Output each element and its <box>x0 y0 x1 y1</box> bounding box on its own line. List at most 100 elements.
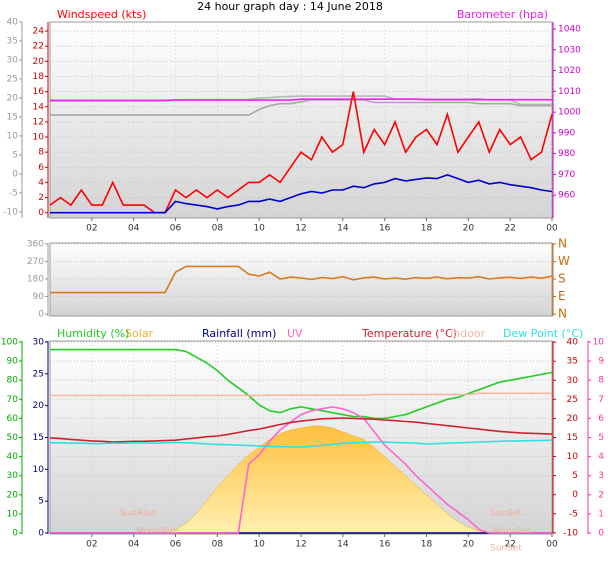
y-tick-label: 14 <box>33 102 45 112</box>
y-tick-label: 970 <box>558 170 575 180</box>
y-tick-label: 30 <box>33 337 45 347</box>
y-tick-label: S <box>558 272 566 286</box>
x-tick-label: 18 <box>421 540 433 550</box>
y-tick-label: 10 <box>7 509 19 519</box>
x-tick-label: 02 <box>86 540 97 550</box>
y-tick-label: 1000 <box>558 108 581 118</box>
y-tick-label: 30 <box>567 376 579 386</box>
y-tick-label: W <box>558 254 570 268</box>
line <box>50 99 552 116</box>
x-tick-label: 06 <box>170 540 182 550</box>
legend-label: Solar <box>125 327 154 340</box>
y-tick-label: 10 <box>33 465 45 475</box>
y-tick-label: -5 <box>569 509 578 519</box>
y-tick-label: 0 <box>572 490 578 500</box>
y-tick-label: 40 <box>7 452 19 462</box>
line <box>50 98 552 102</box>
y-tick-label: 20 <box>33 57 45 67</box>
y-tick-label: 1 <box>598 509 604 519</box>
y-tick-label: 10 <box>33 133 45 143</box>
y-tick-label: 12 <box>33 117 44 127</box>
y-tick-label: -10 <box>3 207 18 217</box>
y-tick-label: -5 <box>9 188 18 198</box>
y-tick-label: 15 <box>7 112 18 122</box>
y-tick-label: 15 <box>567 433 578 443</box>
legend-label: Humidity (%) <box>57 327 129 340</box>
y-tick-label: 9 <box>598 357 604 367</box>
y-tick-label: N <box>558 307 567 321</box>
y-tick-label: 0 <box>12 529 18 539</box>
y-tick-label: 20 <box>7 93 19 103</box>
x-tick-label: 04 <box>128 224 140 234</box>
y-tick-label: 22 <box>33 42 44 52</box>
y-tick-label: 50 <box>7 433 19 443</box>
y-tick-label: 35 <box>567 357 578 367</box>
x-tick-label: 08 <box>212 224 224 234</box>
y-tick-label: 8 <box>38 148 44 158</box>
y-tick-label: 7 <box>598 395 604 405</box>
y-tick-label: 6 <box>38 163 44 173</box>
y-tick-label: 270 <box>27 257 44 267</box>
y-tick-label: 4 <box>38 178 44 188</box>
y-tick-label: 5 <box>598 433 604 443</box>
line <box>50 265 553 294</box>
plot-area <box>49 21 553 219</box>
legend-label: Dew Point (°C) <box>503 327 583 340</box>
y-tick-label: 5 <box>572 471 578 481</box>
x-tick-label: 20 <box>463 224 475 234</box>
y-tick-label: 3 <box>598 471 604 481</box>
y-tick-label: 1030 <box>558 45 581 55</box>
x-tick-label: 10 <box>253 540 265 550</box>
y-tick-label: 15 <box>33 433 44 443</box>
line <box>50 392 552 397</box>
annotation: SunSet <box>490 544 522 554</box>
y-tick-label: -10 <box>563 528 578 538</box>
y-tick-label: 25 <box>33 369 44 379</box>
x-tick-label: 18 <box>421 224 433 234</box>
y-tick-label: 5 <box>38 497 44 507</box>
x-tick-label: 12 <box>295 540 306 550</box>
y-tick-label: 1020 <box>558 66 581 76</box>
annotation: SunRise <box>120 509 157 519</box>
y-tick-label: 40 <box>7 18 19 28</box>
y-tick-label: 1040 <box>558 25 581 35</box>
y-tick-label: 16 <box>33 87 45 97</box>
y-tick-label: 360 <box>27 239 44 249</box>
y-tick-label: 10 <box>7 131 19 141</box>
y-tick-label: 2 <box>38 193 44 203</box>
y-tick-label: 10 <box>593 337 605 347</box>
y-tick-label: 990 <box>558 128 575 138</box>
x-tick-label: 12 <box>295 224 306 234</box>
x-tick-label: 10 <box>253 224 265 234</box>
x-tick-label: 16 <box>379 540 391 550</box>
legend-label: Temperature (°C) <box>361 327 457 340</box>
y-tick-label: 980 <box>558 149 575 159</box>
y-tick-label: N <box>558 236 567 250</box>
line <box>50 348 553 420</box>
legend-label: UV <box>287 327 303 340</box>
y-tick-label: 25 <box>567 395 578 405</box>
y-tick-label: 0 <box>38 208 44 218</box>
y-tick-label: 180 <box>27 275 44 285</box>
x-tick-label: 14 <box>337 224 349 234</box>
y-tick-label: 8 <box>598 376 604 386</box>
y-tick-label: 80 <box>7 376 19 386</box>
y-tick-label: 5 <box>12 150 18 160</box>
y-tick-label: 20 <box>567 414 579 424</box>
x-tick-label: 22 <box>504 224 515 234</box>
x-tick-label: 22 <box>504 540 515 550</box>
x-tick-label: 00 <box>546 224 558 234</box>
y-tick-label: 25 <box>7 74 18 84</box>
y-tick-label: 40 <box>567 338 579 348</box>
x-tick-label: 20 <box>463 540 475 550</box>
x-tick-label: 08 <box>212 540 224 550</box>
y-tick-label: 60 <box>7 414 19 424</box>
y-tick-label: 18 <box>33 72 45 82</box>
chart-title: 24 hour graph day : 14 June 2018 <box>197 0 383 13</box>
legend-label: Rainfall (mm) <box>202 327 276 340</box>
y-tick-label: 20 <box>7 490 19 500</box>
y-tick-label: 1010 <box>558 87 581 97</box>
y-tick-label: 35 <box>7 36 18 46</box>
y-tick-label: 2 <box>598 490 604 500</box>
